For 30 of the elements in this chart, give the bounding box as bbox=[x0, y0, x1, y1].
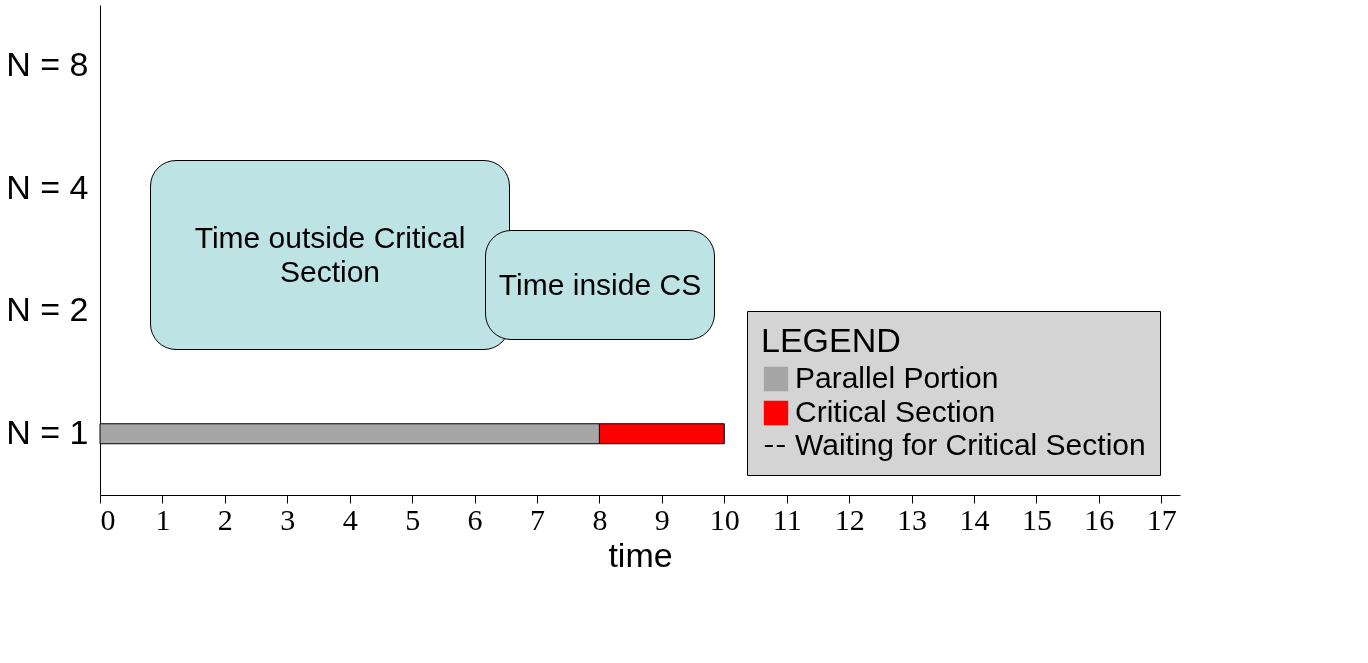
x-tick-label: 4 bbox=[342, 502, 358, 536]
x-axis-title: time bbox=[608, 535, 673, 574]
x-tick-label: 10 bbox=[709, 502, 740, 536]
y-tick-label: N = 8 bbox=[6, 45, 89, 84]
x-tick-label: 12 bbox=[834, 502, 865, 536]
x-tick-label: 9 bbox=[654, 502, 670, 536]
legend-label: Waiting for Critical Section bbox=[795, 428, 1146, 461]
y-tick-label: N = 2 bbox=[6, 290, 89, 329]
x-tick-label: 16 bbox=[1084, 502, 1115, 536]
annotation: Time inside CS bbox=[498, 268, 702, 302]
x-tick-label: 1 bbox=[155, 502, 171, 536]
y-tick-label: N = 4 bbox=[6, 167, 89, 206]
x-tick-label: 11 bbox=[772, 502, 802, 536]
legend-title: LEGEND bbox=[761, 321, 901, 359]
legend-label: Parallel Portion bbox=[795, 361, 999, 394]
x-tick-label: 6 bbox=[467, 502, 483, 536]
x-tick-label: 0 bbox=[100, 502, 116, 536]
x-tick-label: 7 bbox=[529, 502, 545, 536]
x-tick-label: 2 bbox=[217, 502, 233, 536]
x-tick-label: 13 bbox=[897, 502, 928, 536]
legend-label: Critical Section bbox=[795, 395, 996, 428]
annotation: Time outside Critical Section bbox=[193, 221, 467, 289]
x-tick-label: 14 bbox=[959, 502, 990, 536]
x-tick-label: 17 bbox=[1146, 502, 1177, 536]
y-tick-label: N = 1 bbox=[6, 412, 89, 451]
x-tick-label: 8 bbox=[592, 502, 608, 536]
x-tick-label: 3 bbox=[280, 502, 296, 536]
x-tick-label: 15 bbox=[1021, 502, 1052, 536]
callout-box: Time inside CS bbox=[485, 230, 715, 340]
x-tick-label: 5 bbox=[405, 502, 421, 536]
